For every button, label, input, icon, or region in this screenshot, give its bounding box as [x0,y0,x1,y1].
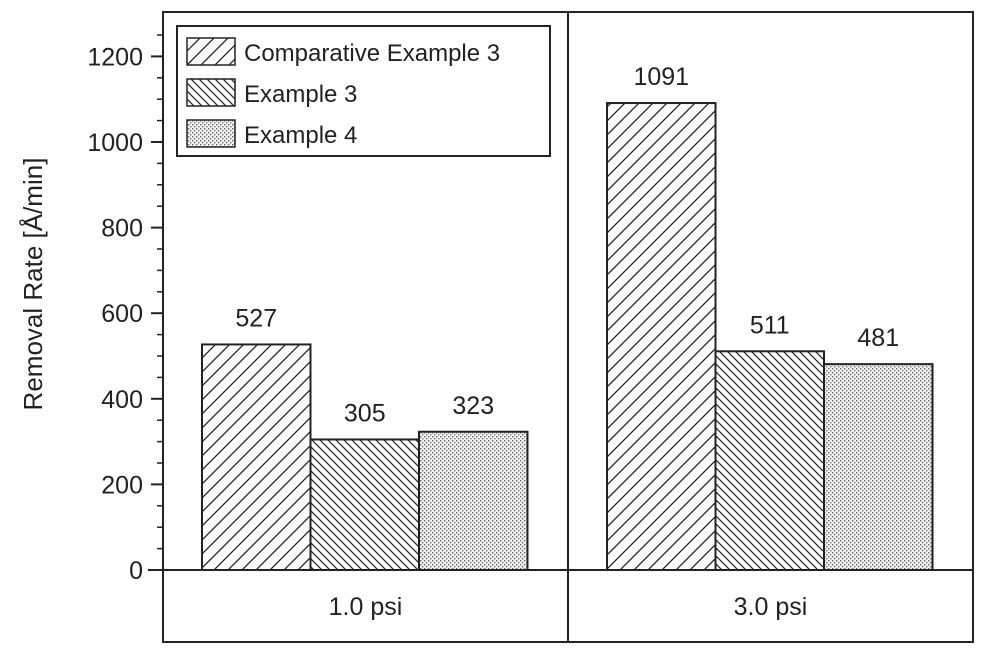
data-label-example-4-1-0-psi: 323 [452,392,494,420]
y-tick-label: 400 [101,386,143,414]
legend-swatch-example-3 [187,79,235,106]
category-label-1-0-psi: 1.0 psi [329,593,403,621]
bar-example-3-3-0-psi [716,351,825,570]
legend-swatch-example-4 [187,120,235,147]
y-tick-label: 600 [101,300,143,328]
y-axis: 0 200 400 600 800 1000 1200 [87,35,163,585]
bar-comparative-example-3-3-0-psi [607,103,716,570]
bar-example-3-1-0-psi [311,439,420,570]
y-tick-label: 1200 [87,43,143,71]
bar-example-4-3-0-psi [824,364,933,570]
category-label-3-0-psi: 3.0 psi [734,593,808,621]
data-label-example-3-1-0-psi: 305 [344,399,386,427]
y-tick-label: 1000 [87,129,143,157]
data-label-comparative-example-3-3-0-psi: 1091 [633,63,689,91]
legend: Comparative Example 3 Example 3 Example … [177,26,550,156]
legend-label-example-3: Example 3 [244,81,357,108]
bar-comparative-example-3-1-0-psi [202,344,311,570]
data-label-comparative-example-3-1-0-psi: 527 [235,304,277,332]
y-axis-title: Removal Rate [Å/min] [18,158,48,411]
y-tick-label: 0 [129,557,143,585]
bar-example-4-1-0-psi [419,432,528,570]
legend-label-comparative-example-3: Comparative Example 3 [244,40,500,67]
data-label-example-3-3-0-psi: 511 [750,311,790,339]
data-label-example-4-3-0-psi: 481 [857,324,899,352]
y-tick-label: 200 [101,471,143,499]
y-tick-label: 800 [101,215,143,243]
legend-swatch-comparative-example-3 [187,38,235,65]
legend-label-example-4: Example 4 [244,122,357,149]
